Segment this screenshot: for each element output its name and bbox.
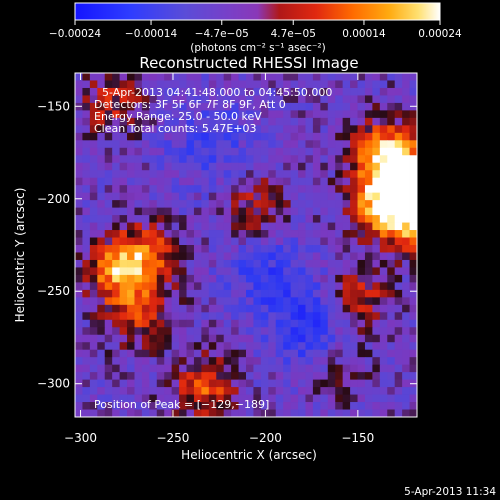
annotations: 5-Apr-2013 04:41:48.000 to 04:45:50.000D… (94, 86, 332, 135)
y-tick-label: −250 (37, 284, 70, 298)
colorbar-tick-label: 4.7e−05 (271, 28, 316, 40)
chart-title: Reconstructed RHESSI Image (139, 54, 358, 72)
axis-ticks: −300 −250 −200 −150 −300 −250 −200 −150 (37, 73, 417, 445)
footer-timestamp: 5-Apr-2013 11:34 (404, 486, 496, 498)
heatmap-image (75, 73, 417, 417)
y-tick-label: −300 (37, 377, 70, 391)
x-tick-label: −150 (341, 431, 374, 445)
annotation-line: Energy Range: 25.0 - 50.0 keV (94, 110, 262, 123)
x-tick-label: −250 (156, 431, 189, 445)
x-axis-label: Heliocentric X (arcsec) (181, 448, 317, 462)
x-tick-label: −200 (249, 431, 282, 445)
colorbar-ticks: −0.00024 −0.00014 −4.7e−05 4.7e−05 0.00014 0.… (49, 20, 462, 40)
peak-position-label: Position of Peak = [−129,−189] (94, 398, 269, 411)
colorbar-tick-label: 0.00024 (418, 28, 462, 40)
colorbar-tick-label: −0.00014 (125, 28, 178, 40)
colorbar (74, 2, 441, 21)
colorbar-tick-label: 0.00014 (342, 28, 386, 40)
annotation-line: Detectors: 3F 5F 6F 7F 8F 9F, Att 0 (94, 98, 286, 111)
annotation-line: 5-Apr-2013 04:41:48.000 to 04:45:50.000 (102, 86, 332, 99)
annotation-line: Clean Total counts: 5.47E+03 (94, 122, 257, 135)
plot-frame (74, 72, 418, 418)
y-tick-label: −200 (37, 192, 70, 206)
colorbar-tick-label: −4.7e−05 (195, 28, 249, 40)
y-axis-label: Heliocentric Y (arcsec) (13, 188, 27, 323)
x-tick-label: −300 (64, 431, 97, 445)
colorbar-tick-label: −0.00024 (49, 28, 102, 40)
y-tick-label: −150 (37, 99, 70, 113)
colorbar-unit-label: (photons cm⁻² s⁻¹ asec⁻²) (190, 42, 325, 54)
